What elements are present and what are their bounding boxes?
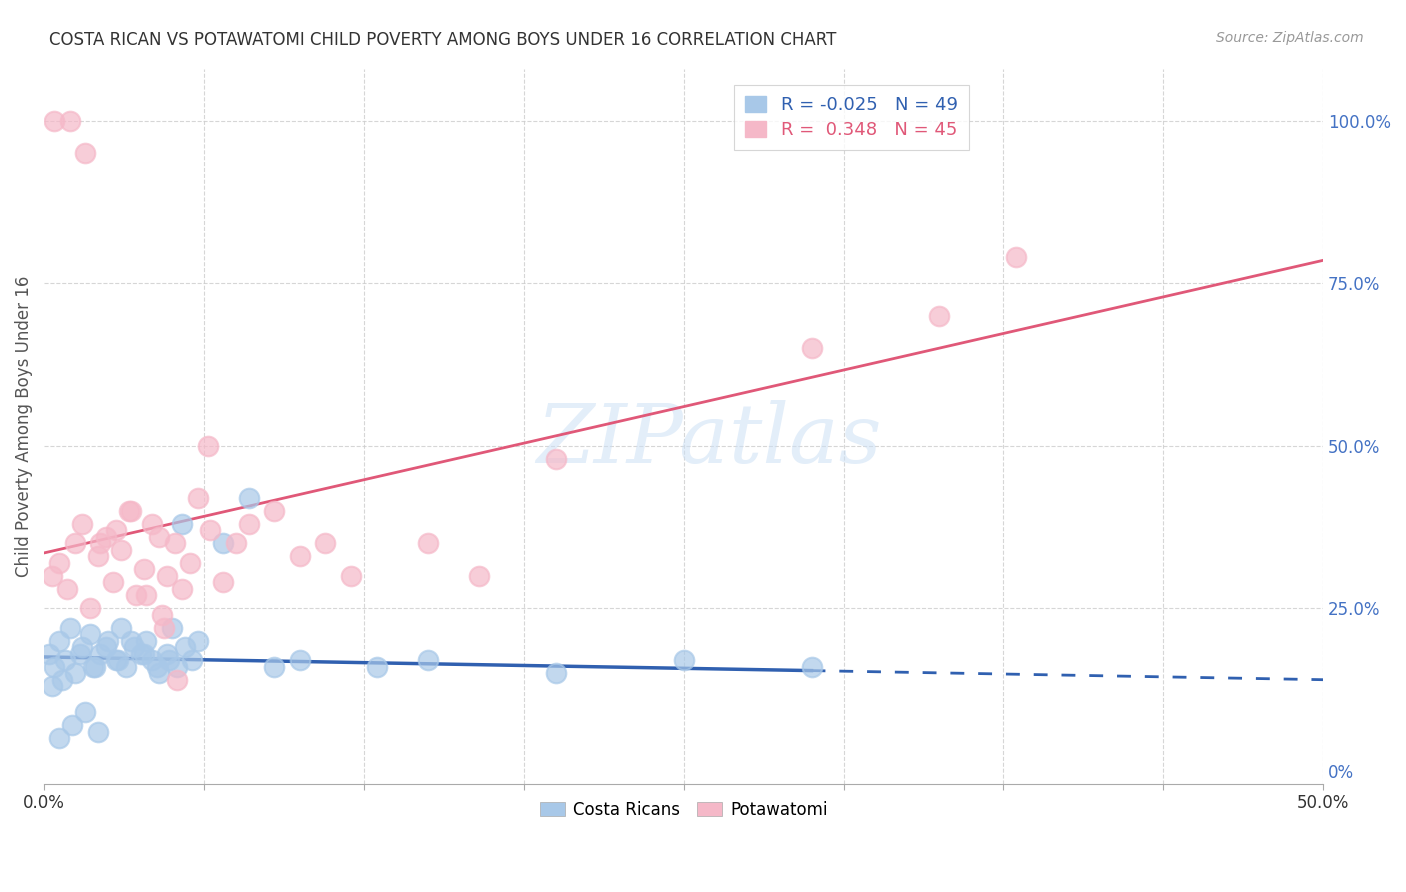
- Point: [48, 731, 70, 746]
- Point: [110, 621, 132, 635]
- Point: [200, 523, 222, 537]
- Point: [132, 647, 155, 661]
- Point: [544, 451, 567, 466]
- Point: [135, 588, 157, 602]
- Point: [110, 542, 132, 557]
- Point: [166, 673, 188, 687]
- Text: COSTA RICAN VS POTAWATOMI CHILD POVERTY AMONG BOYS UNDER 16 CORRELATION CHART: COSTA RICAN VS POTAWATOMI CHILD POVERTY …: [49, 31, 837, 49]
- Point: [120, 633, 142, 648]
- Point: [131, 647, 153, 661]
- Point: [84, 659, 107, 673]
- Point: [366, 659, 388, 673]
- Point: [187, 633, 209, 648]
- Point: [179, 556, 201, 570]
- Point: [928, 309, 950, 323]
- Point: [72, 516, 94, 531]
- Point: [73, 146, 96, 161]
- Point: [79, 601, 101, 615]
- Point: [148, 530, 170, 544]
- Point: [544, 666, 567, 681]
- Point: [69, 647, 91, 661]
- Point: [288, 653, 311, 667]
- Text: Source: ZipAtlas.com: Source: ZipAtlas.com: [1216, 31, 1364, 45]
- Point: [181, 653, 204, 667]
- Point: [156, 568, 179, 582]
- Point: [173, 640, 195, 655]
- Point: [800, 341, 823, 355]
- Point: [238, 491, 260, 505]
- Point: [160, 621, 183, 635]
- Point: [145, 659, 167, 673]
- Point: [172, 582, 194, 596]
- Point: [416, 653, 439, 667]
- Point: [187, 491, 209, 505]
- Point: [48, 556, 70, 570]
- Point: [56, 582, 79, 596]
- Legend: Costa Ricans, Potawatomi: Costa Ricans, Potawatomi: [533, 794, 834, 825]
- Point: [107, 653, 129, 667]
- Point: [212, 575, 235, 590]
- Point: [51, 673, 73, 687]
- Point: [141, 653, 163, 667]
- Point: [44, 113, 66, 128]
- Point: [63, 666, 86, 681]
- Point: [87, 724, 110, 739]
- Point: [44, 659, 66, 673]
- Point: [148, 666, 170, 681]
- Point: [104, 523, 127, 537]
- Point: [263, 503, 285, 517]
- Point: [72, 640, 94, 655]
- Y-axis label: Child Poverty Among Boys Under 16: Child Poverty Among Boys Under 16: [15, 276, 32, 577]
- Point: [101, 575, 124, 590]
- Point: [141, 516, 163, 531]
- Point: [1005, 250, 1028, 264]
- Point: [315, 536, 337, 550]
- Point: [263, 659, 285, 673]
- Point: [416, 536, 439, 550]
- Point: [94, 530, 117, 544]
- Point: [153, 621, 176, 635]
- Point: [82, 659, 104, 673]
- Point: [73, 705, 96, 719]
- Point: [132, 562, 155, 576]
- Text: ZIPatlas: ZIPatlas: [537, 401, 882, 481]
- Point: [63, 536, 86, 550]
- Point: [115, 659, 138, 673]
- Point: [156, 647, 179, 661]
- Point: [59, 113, 82, 128]
- Point: [87, 549, 110, 564]
- Point: [238, 516, 260, 531]
- Point: [122, 640, 145, 655]
- Point: [117, 503, 139, 517]
- Point: [288, 549, 311, 564]
- Point: [89, 536, 111, 550]
- Point: [800, 659, 823, 673]
- Point: [48, 633, 70, 648]
- Point: [120, 503, 142, 517]
- Point: [150, 607, 173, 622]
- Point: [38, 647, 60, 661]
- Point: [135, 633, 157, 648]
- Point: [94, 640, 117, 655]
- Point: [125, 588, 148, 602]
- Point: [468, 568, 491, 582]
- Point: [60, 718, 83, 732]
- Point: [89, 647, 111, 661]
- Point: [53, 653, 76, 667]
- Point: [672, 653, 695, 667]
- Point: [159, 653, 181, 667]
- Point: [225, 536, 247, 550]
- Point: [41, 679, 63, 693]
- Point: [172, 516, 194, 531]
- Point: [166, 659, 188, 673]
- Point: [97, 633, 120, 648]
- Point: [197, 439, 219, 453]
- Point: [104, 653, 127, 667]
- Point: [41, 568, 63, 582]
- Point: [212, 536, 235, 550]
- Point: [59, 621, 82, 635]
- Point: [79, 627, 101, 641]
- Point: [163, 536, 186, 550]
- Point: [340, 568, 363, 582]
